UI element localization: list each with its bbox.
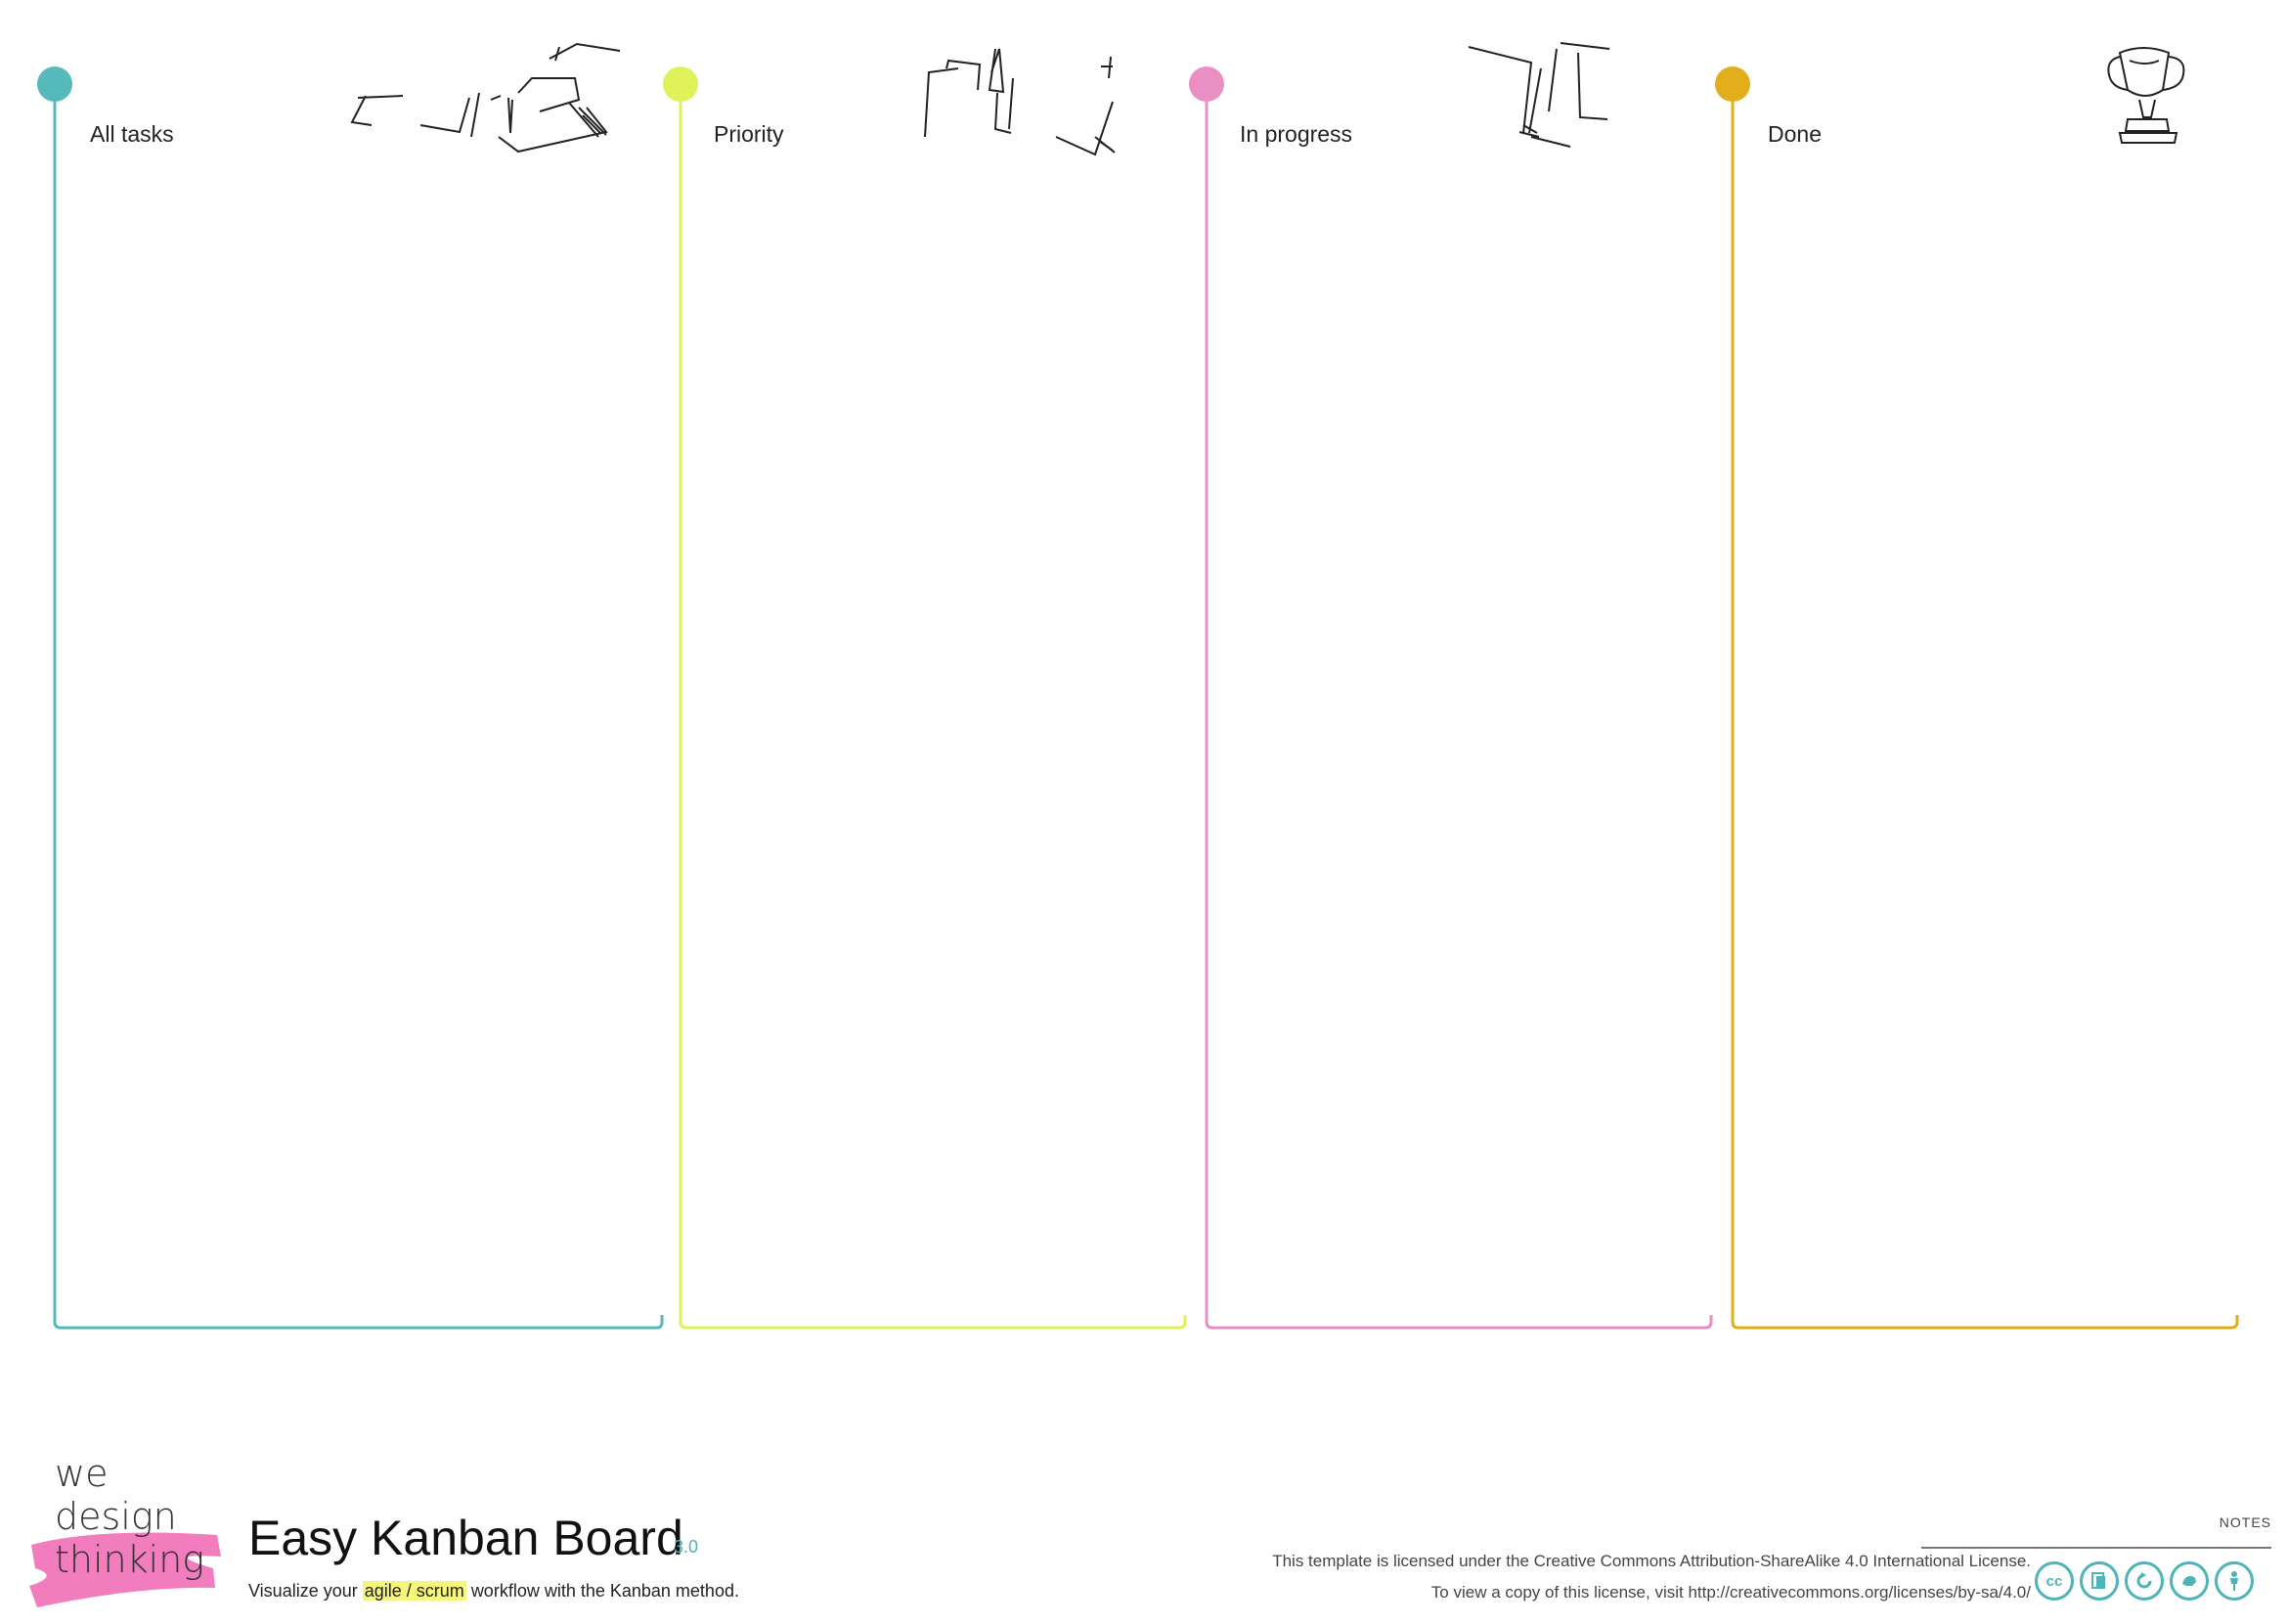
notes-label: NOTES xyxy=(2219,1514,2271,1530)
column-frame xyxy=(1715,66,2239,1330)
column-frame xyxy=(37,66,664,1330)
sharealike-icon xyxy=(2125,1561,2164,1601)
license-icons: cc xyxy=(2035,1561,2254,1604)
sticky-notes-icon xyxy=(350,42,621,154)
logo-line-we: we xyxy=(55,1452,109,1495)
column-title: Done xyxy=(1768,121,1822,147)
column-title: All tasks xyxy=(90,121,174,147)
noncommercial-icon xyxy=(2170,1561,2209,1601)
subtitle-highlight: agile / scrum xyxy=(362,1581,466,1601)
column-all-tasks: All tasks xyxy=(0,0,684,1339)
brand-logo: we design thinking xyxy=(22,1447,227,1613)
sticky-notes-flag-icon xyxy=(924,48,1116,156)
page-title: Easy Kanban Board xyxy=(248,1511,683,1565)
column-marker-dot xyxy=(1189,66,1224,102)
attribution-icon xyxy=(2215,1561,2254,1601)
by-sa-icon xyxy=(2080,1561,2119,1601)
column-done: Done xyxy=(1678,0,2265,1339)
license-text-line2: To view a copy of this license, visit ht… xyxy=(1430,1583,2031,1602)
version-label: 3.0 xyxy=(674,1537,699,1557)
column-frame xyxy=(1189,66,1713,1330)
column-marker-dot xyxy=(1715,66,1750,102)
brush-stroke-icon xyxy=(29,1532,221,1607)
column-title: In progress xyxy=(1240,121,1353,147)
column-frame xyxy=(663,66,1187,1330)
logo-line-design: design xyxy=(55,1495,177,1538)
subtitle-after: workflow with the Kanban method. xyxy=(470,1581,739,1601)
column-priority: Priority xyxy=(626,0,1203,1339)
cc-icon: cc xyxy=(2035,1561,2074,1601)
license-text-line1: This template is licensed under the Crea… xyxy=(1272,1552,2031,1570)
column-in-progress: In progress xyxy=(1152,0,1729,1339)
column-marker-dot xyxy=(37,66,72,102)
logo-line-thinking: thinking xyxy=(55,1538,205,1581)
notes-line xyxy=(1921,1547,2271,1549)
subtitle: Visualize your agile / scrum workflow wi… xyxy=(248,1581,739,1602)
column-marker-dot xyxy=(663,66,698,102)
trophy-icon xyxy=(2107,47,2185,144)
subtitle-before: Visualize your xyxy=(248,1581,358,1601)
sticky-notes-icon xyxy=(1468,42,1610,148)
column-title: Priority xyxy=(714,121,784,147)
